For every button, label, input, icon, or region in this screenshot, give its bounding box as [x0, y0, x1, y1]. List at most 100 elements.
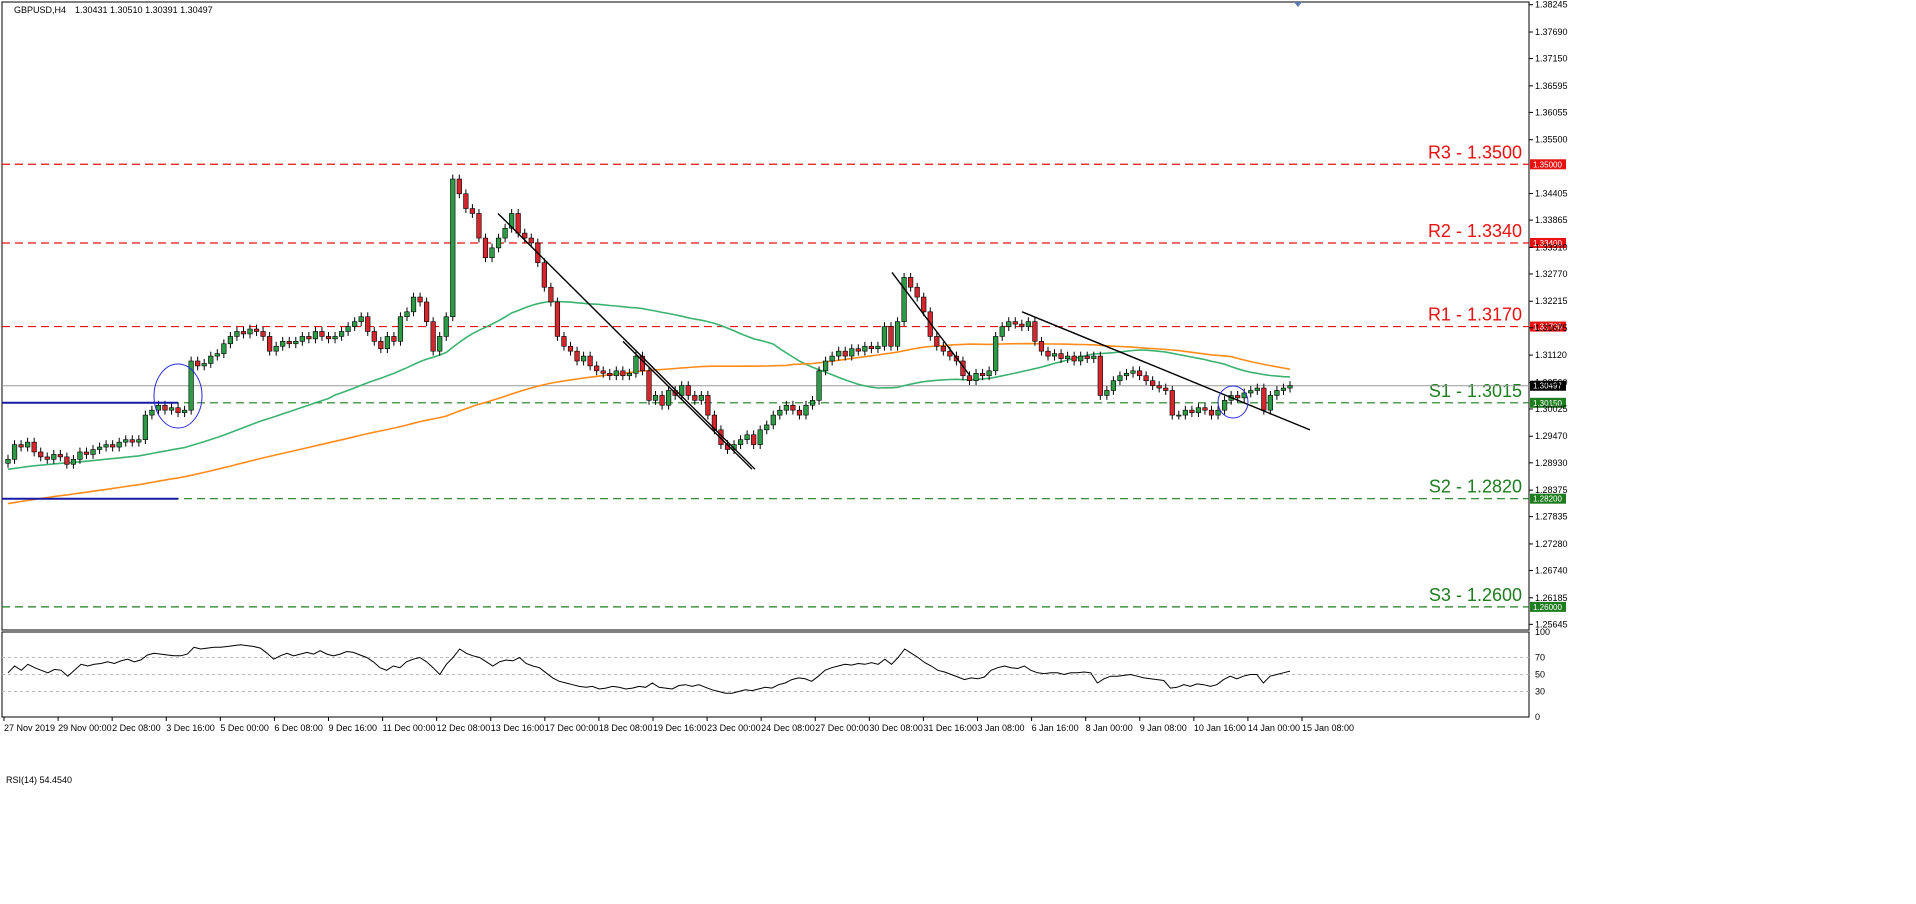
shift-marker	[1294, 2, 1302, 7]
candle-bear	[319, 331, 325, 337]
candle-bear	[463, 193, 469, 209]
candle-bear	[38, 451, 44, 458]
candle-bear	[1058, 353, 1064, 359]
trendline	[497, 212, 756, 470]
candle-bull	[384, 336, 390, 350]
level-tag-text: 1.30150	[1533, 399, 1562, 408]
candle-bear	[31, 441, 37, 453]
level-label: S3 - 1.2600	[1429, 585, 1522, 605]
candle-bull	[208, 355, 214, 364]
candle-bear	[371, 331, 377, 342]
price-tick-label: 1.30025	[1535, 404, 1568, 414]
level-tag-text: 1.35000	[1533, 160, 1562, 169]
candle-bull	[1176, 414, 1182, 417]
time-tick-label: 6 Dec 08:00	[274, 723, 323, 733]
candle-bull	[666, 390, 672, 406]
level-tag	[1530, 397, 1566, 408]
candle-bear	[1097, 355, 1103, 396]
candle-bear	[430, 321, 436, 352]
time-tick-label: 11 Dec 00:00	[383, 723, 436, 733]
candle-bull	[1182, 409, 1188, 416]
level-tag-text: 1.28200	[1533, 495, 1562, 504]
rsi-tick-label: 50	[1535, 670, 1545, 680]
candle-bull	[443, 316, 449, 337]
candle-bear	[515, 213, 521, 234]
candle-bull	[345, 326, 351, 332]
level-label: R1 - 1.3170	[1428, 305, 1522, 325]
candle-bull	[273, 345, 279, 352]
candle-bull	[489, 247, 495, 259]
price-tick-label: 1.32770	[1535, 269, 1568, 279]
candle-bull	[227, 336, 233, 345]
chart-symbol: GBPUSD,H4	[14, 5, 66, 15]
candle-bear	[1012, 321, 1018, 325]
candle-bull	[881, 326, 888, 347]
candle-bear	[594, 365, 600, 372]
price-tick-label: 1.28930	[1535, 458, 1568, 468]
candle-bear	[1202, 407, 1208, 411]
candle-bull	[901, 277, 907, 322]
candle-bear	[1143, 375, 1149, 381]
candle-bear	[1163, 387, 1169, 391]
candle-bull	[737, 439, 744, 445]
annotations-layer	[2, 212, 1311, 500]
price-tick-label: 1.38245	[1535, 0, 1568, 10]
price-tick-label: 1.33310	[1535, 242, 1568, 252]
candle-bull	[155, 404, 162, 411]
candle-bear	[286, 341, 292, 345]
candle-bear	[1032, 321, 1038, 342]
candle-bull	[397, 316, 404, 342]
time-tick-label: 19 Dec 16:00	[653, 723, 707, 733]
candle-bear	[391, 336, 397, 342]
candle-bull	[234, 331, 240, 337]
candle-bull	[247, 328, 253, 335]
candles-layer	[5, 174, 1293, 469]
candle-bear	[110, 444, 116, 448]
candle-bear	[175, 407, 181, 413]
candle-bull	[1078, 355, 1084, 362]
candle-bull	[816, 370, 822, 401]
time-tick-label: 31 Dec 16:00	[923, 723, 977, 733]
time-tick-label: 8 Jan 00:00	[1086, 723, 1133, 733]
candle-bear	[567, 345, 574, 352]
candle-bear	[692, 395, 698, 401]
price-tick-label: 1.26185	[1535, 593, 1568, 603]
candle-bear	[1038, 341, 1045, 352]
level-label: S1 - 1.3015	[1429, 381, 1522, 401]
candle-bull	[1110, 380, 1116, 391]
price-tick-label: 1.25645	[1535, 619, 1568, 629]
candle-bull	[410, 296, 417, 313]
candle-bull	[1025, 321, 1031, 327]
candle-bull	[770, 414, 776, 426]
rsi-line	[7, 644, 1291, 694]
candle-bull	[1267, 395, 1273, 411]
time-tick-label: 14 Jan 00:00	[1248, 723, 1300, 733]
trendline	[1021, 311, 1311, 431]
candle-bull	[214, 353, 220, 357]
candle-bull	[201, 363, 207, 367]
candle-bull	[999, 326, 1005, 337]
candle-bull	[11, 444, 18, 460]
candle-bear	[574, 350, 580, 362]
candle-bear	[790, 404, 796, 411]
candle-bear	[1136, 370, 1143, 377]
time-tick-label: 13 Dec 16:00	[491, 723, 545, 733]
level-tag	[1530, 321, 1566, 332]
time-tick-label: 29 Nov 00:00	[58, 723, 112, 733]
time-tick-label: 23 Dec 00:00	[707, 723, 761, 733]
candle-bear	[561, 336, 567, 347]
candle-bull	[280, 341, 286, 347]
chart-ohlc: 1.30431 1.30510 1.30391 1.30497	[75, 5, 213, 15]
candle-bull	[70, 459, 77, 465]
candle-bear	[378, 341, 384, 350]
candle-bull	[96, 446, 103, 450]
candle-bear	[705, 395, 711, 416]
candle-bull	[757, 429, 763, 445]
candle-bull	[332, 336, 338, 340]
candle-bear	[469, 208, 475, 214]
candle-bear	[1084, 355, 1090, 359]
time-tick-label: 2 Dec 08:00	[112, 723, 161, 733]
candle-bull	[1123, 372, 1130, 377]
candle-bear	[83, 451, 90, 455]
